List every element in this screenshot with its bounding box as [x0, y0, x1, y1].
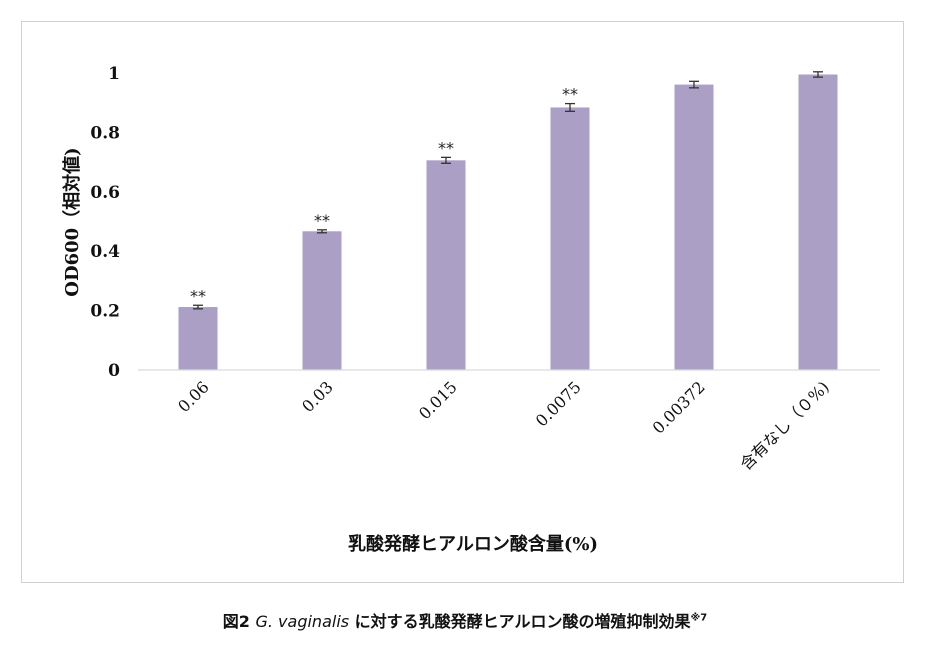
caption-text: に対する乳酸発酵ヒアルロン酸の増殖抑制効果: [349, 612, 691, 631]
y-tick-label: 0: [108, 361, 120, 381]
y-tick-label: 0.2: [90, 302, 120, 322]
error-bars: [193, 71, 823, 310]
y-axis: 0 0.2 0.4 0.6 0.8 1: [90, 64, 120, 381]
caption-prefix: 図2: [222, 612, 256, 631]
significance-label: **: [314, 211, 330, 230]
x-axis-labels: 0.06 0.03 0.015 0.0075 0.00372 含有なし（０%): [174, 377, 833, 473]
y-tick-label: 1: [108, 64, 120, 84]
error-bar: [441, 156, 451, 164]
error-bar: [193, 304, 203, 310]
x-category-label: 含有なし（０%): [736, 377, 832, 473]
bar: [674, 84, 714, 370]
error-bar: [689, 80, 699, 89]
error-bar: [813, 71, 823, 78]
caption-note: ※7: [690, 612, 708, 624]
significance-marks: ** ** ** **: [190, 85, 578, 306]
figure-caption: 図2 G. vaginalis に対する乳酸発酵ヒアルロン酸の増殖抑制効果※7: [0, 608, 930, 632]
y-tick-label: 0.4: [90, 242, 120, 262]
y-tick-label: 0.6: [90, 183, 120, 203]
significance-label: **: [438, 138, 454, 157]
significance-label: **: [562, 85, 578, 104]
y-axis-title: OD600（相対値): [61, 147, 83, 296]
chart-frame: 0 0.2 0.4 0.6 0.8 1 ** ** ** ** 0.06 0.03 0.015 0.0…: [21, 21, 904, 583]
x-category-label: 0.06: [174, 377, 213, 416]
x-category-label: 0.00372: [649, 377, 709, 437]
bar: [426, 160, 466, 370]
x-axis-title: 乳酸発酵ヒアルロン酸含量(%): [348, 533, 598, 555]
bars: [178, 74, 838, 371]
x-category-label: 0.015: [415, 377, 461, 423]
bar: [798, 74, 838, 371]
error-bar: [317, 229, 327, 234]
chart-svg: 00.20.40.60.81 ******** 0.06 0.03 0.015 0.0…: [61, 64, 880, 555]
significance-label: **: [190, 286, 206, 305]
caption-species: G. vaginalis: [255, 612, 350, 631]
x-category-label: 0.0075: [532, 377, 585, 430]
bar: [178, 307, 218, 370]
x-category-label: 0.03: [298, 377, 337, 416]
bar: [550, 107, 590, 371]
error-bar: [565, 102, 575, 112]
y-tick-label: 0.8: [90, 123, 120, 143]
bar: [302, 231, 342, 370]
